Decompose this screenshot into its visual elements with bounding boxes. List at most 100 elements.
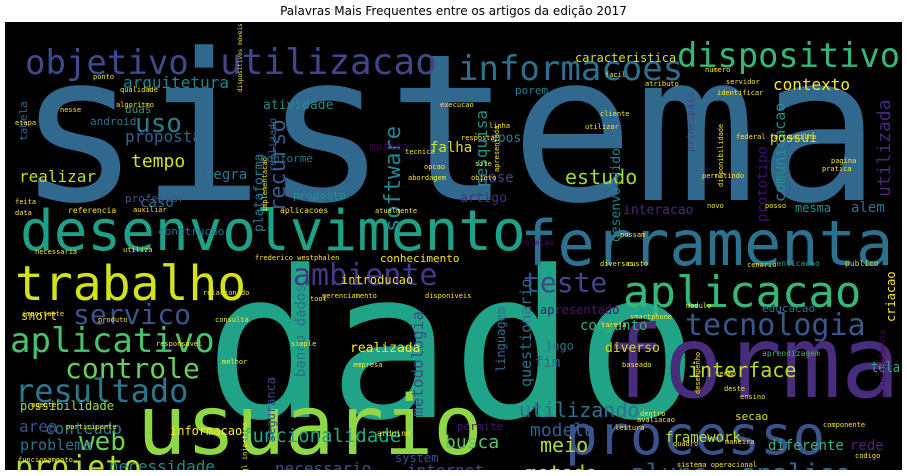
word-informacoes: informacoes	[458, 49, 683, 89]
word-proposto: proposto	[293, 189, 346, 202]
word-tool: tool	[310, 295, 327, 303]
word-smartphone: smartphone	[630, 313, 672, 321]
word-educacao: educacao	[762, 302, 815, 315]
word-pesquisa: pesquisa	[472, 110, 491, 187]
word-autenticacao: autenticacao	[762, 259, 820, 268]
word-resposta: resposta	[461, 134, 495, 142]
word-sql-injection: sql injection	[241, 422, 249, 470]
word-leitura: leitura	[615, 424, 645, 432]
word-meio: meio	[540, 433, 588, 457]
word-estudo: estudo	[565, 165, 637, 189]
word-melhor: melhor	[222, 358, 247, 366]
word-conforme: conforme	[260, 152, 313, 165]
word-teste: teste	[523, 266, 607, 299]
word-atividade: atividade	[263, 98, 334, 113]
word-trabalho: trabalho	[15, 256, 246, 312]
word-recurso: recurso	[266, 119, 291, 212]
word-consulta: consulta	[215, 316, 249, 324]
word-questionario: questionario	[517, 279, 535, 387]
word-atributo: atributo	[645, 80, 679, 88]
word-cliente: cliente	[600, 110, 630, 118]
word-posso: posso	[765, 202, 786, 210]
word-mesma: mesma	[795, 201, 831, 215]
word-prototipo: prototipo	[755, 146, 771, 222]
word-custo: custo	[627, 260, 648, 268]
word-linha: linha	[489, 122, 510, 130]
word-forma: forma	[605, 304, 900, 421]
word-apresentada: apresentada	[493, 126, 501, 172]
word-cloud-canvas: sistema dado usuario forma ferramenta desenvo…	[5, 22, 902, 470]
word-novo: novo	[707, 202, 724, 210]
word-professor: professor	[125, 192, 185, 205]
word-algoritmo: algoritmo	[116, 101, 154, 109]
word-internet: internet	[407, 461, 484, 470]
word-importante: importante	[22, 310, 64, 318]
word-site: site	[475, 160, 492, 168]
word-objetivo: objetivo	[25, 43, 189, 83]
word-maneira: maneira	[725, 438, 755, 446]
word-deste: deste	[724, 385, 745, 393]
word-software: software	[381, 126, 406, 232]
word-aplicacao: aplicacao	[623, 267, 861, 318]
word-funcionamento: funcionamento	[18, 456, 73, 464]
word-aplicacoes: aplicacoes	[280, 206, 328, 215]
word-servidor: servidor	[726, 78, 760, 86]
word-realizado: realizado	[268, 118, 279, 172]
word-termo: termo	[715, 370, 736, 378]
word-usuario: usuario	[137, 379, 483, 470]
word-framework: framework	[665, 430, 741, 446]
word-relacao: relacao	[520, 238, 554, 247]
word-dispositivo: dispositivo	[677, 36, 900, 76]
word-utilizada: utilizada	[874, 99, 895, 197]
word-abordagem: abordagem	[408, 174, 446, 182]
word-opcao: opcao	[424, 163, 445, 171]
word-tela: tela	[871, 360, 900, 376]
word-projeto: projeto	[15, 450, 141, 470]
word-possibilidade: possibilidade	[20, 399, 114, 413]
word-diversas: diversas	[600, 260, 634, 268]
word-ensino: ensino	[740, 393, 765, 401]
word-artigo: artigo	[460, 191, 507, 206]
word-empresa: empresa	[353, 361, 383, 369]
word-busca: busca	[445, 432, 499, 453]
word-pagina: pagina	[831, 157, 856, 165]
word-musica: musica	[369, 140, 409, 153]
word-tecnica: tecnica	[405, 148, 435, 156]
word-conhecimento: conhecimento	[380, 252, 459, 265]
word-diverso: diverso	[605, 341, 660, 356]
word-rede: rede	[850, 438, 884, 454]
word-conteudo: conteudo	[45, 419, 122, 438]
word-utilizando: utilizando	[519, 398, 639, 422]
word-system: system	[395, 451, 438, 465]
word-data: data	[15, 209, 32, 217]
word-utiliza: utiliza	[123, 246, 153, 254]
word-falha: falha	[430, 140, 472, 156]
word-apos: apos	[490, 131, 521, 146]
word-construcao: construcao	[158, 225, 224, 238]
word-responsavel: responsavel	[156, 340, 202, 348]
word-numero: numero	[705, 66, 730, 74]
word-utilizar: utilizar	[585, 123, 619, 131]
word-nesse: nesse	[60, 106, 81, 114]
word-banco-dados: banco dados	[293, 284, 309, 377]
word-arquitetura: arquitetura	[123, 73, 229, 92]
word-sistema-operacional: sistema operacional	[677, 461, 757, 469]
word-analise: analise	[741, 459, 851, 470]
word-uso: uso	[135, 109, 182, 139]
word-regra: regra	[205, 167, 247, 183]
word-arduino: arduino	[377, 429, 411, 438]
word-introducao: introducao	[341, 273, 413, 287]
word-metodo: metodo	[525, 461, 597, 470]
word-web: web	[79, 427, 126, 457]
word-desenvolvimento: desenvolvimento	[20, 199, 526, 264]
word-modulo: modulo	[686, 302, 711, 310]
word-criacao: criacao	[884, 271, 898, 322]
word-utilizacao: utilizacao	[220, 42, 437, 83]
word-secao: secao	[735, 410, 768, 423]
word-agente: agente	[31, 401, 56, 409]
word-tecnologia: tecnologia	[685, 308, 866, 343]
word-necessaria: necessaria	[35, 248, 77, 256]
word-conjunto: conjunto	[580, 318, 647, 334]
word-publico: publico	[845, 259, 879, 268]
